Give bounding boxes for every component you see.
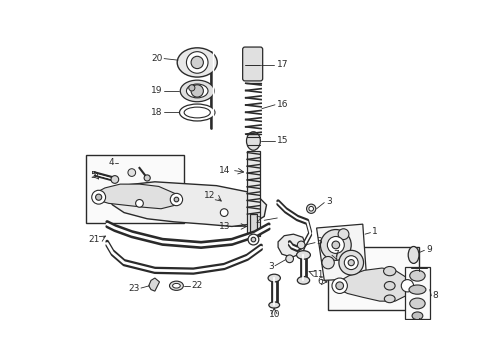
Polygon shape — [317, 224, 367, 280]
Ellipse shape — [179, 104, 215, 121]
Bar — [328, 247, 419, 310]
Text: 7: 7 — [333, 251, 339, 260]
Circle shape — [297, 241, 305, 249]
Ellipse shape — [184, 107, 210, 118]
Ellipse shape — [170, 281, 183, 291]
Bar — [405, 266, 430, 319]
Circle shape — [332, 278, 347, 293]
Ellipse shape — [408, 247, 419, 264]
Ellipse shape — [186, 84, 208, 98]
Circle shape — [339, 250, 364, 275]
Text: 18: 18 — [151, 108, 163, 117]
Circle shape — [344, 256, 358, 270]
Circle shape — [136, 199, 144, 207]
Ellipse shape — [180, 80, 214, 102]
Circle shape — [92, 190, 106, 204]
Bar — [250, 214, 257, 237]
Circle shape — [174, 197, 179, 202]
Text: 4: 4 — [109, 158, 114, 167]
Circle shape — [307, 204, 316, 213]
Text: 10: 10 — [269, 310, 280, 319]
Text: 5: 5 — [90, 171, 96, 180]
Ellipse shape — [384, 282, 395, 290]
Circle shape — [309, 206, 314, 211]
Text: 14: 14 — [219, 166, 230, 175]
Polygon shape — [278, 234, 306, 257]
Circle shape — [332, 241, 340, 249]
Ellipse shape — [297, 276, 310, 284]
Ellipse shape — [410, 270, 425, 281]
Text: 22: 22 — [192, 281, 203, 290]
Circle shape — [320, 230, 351, 260]
Text: 21: 21 — [88, 235, 99, 244]
Circle shape — [128, 169, 136, 176]
Circle shape — [327, 237, 344, 253]
Polygon shape — [95, 184, 178, 209]
FancyBboxPatch shape — [243, 47, 263, 81]
Circle shape — [348, 260, 354, 266]
Text: 15: 15 — [276, 136, 288, 145]
Bar — [247, 151, 260, 236]
Text: 11: 11 — [313, 270, 324, 279]
Circle shape — [336, 282, 343, 289]
Circle shape — [322, 256, 334, 269]
Text: 23: 23 — [128, 284, 140, 293]
Text: 1: 1 — [372, 228, 378, 237]
Circle shape — [248, 234, 259, 245]
Text: 3: 3 — [269, 262, 274, 271]
Ellipse shape — [410, 298, 425, 309]
Polygon shape — [149, 278, 159, 291]
Text: 3: 3 — [327, 197, 332, 206]
Circle shape — [144, 175, 150, 181]
Polygon shape — [336, 268, 409, 301]
Text: 19: 19 — [151, 86, 163, 95]
Circle shape — [191, 85, 203, 97]
Text: 9: 9 — [426, 245, 432, 254]
Text: 16: 16 — [276, 100, 288, 109]
Text: 3: 3 — [317, 237, 322, 246]
Text: 2: 2 — [255, 216, 261, 225]
Ellipse shape — [269, 302, 280, 308]
Circle shape — [186, 52, 208, 73]
Text: 20: 20 — [151, 54, 163, 63]
Ellipse shape — [268, 274, 280, 282]
Ellipse shape — [384, 295, 395, 303]
Circle shape — [189, 85, 195, 91]
Polygon shape — [105, 182, 267, 226]
Circle shape — [96, 194, 102, 200]
Text: 17: 17 — [276, 60, 288, 69]
Circle shape — [220, 209, 228, 216]
Circle shape — [338, 229, 349, 239]
Ellipse shape — [412, 312, 423, 320]
Bar — [86, 155, 184, 222]
Text: 6: 6 — [317, 278, 323, 287]
Text: 13: 13 — [219, 222, 230, 231]
Circle shape — [171, 193, 183, 206]
Ellipse shape — [409, 285, 426, 294]
Text: 12: 12 — [203, 191, 215, 200]
Text: 8: 8 — [432, 291, 438, 300]
Circle shape — [286, 255, 294, 263]
Circle shape — [401, 280, 414, 292]
Ellipse shape — [246, 132, 260, 150]
Ellipse shape — [172, 283, 180, 288]
Ellipse shape — [296, 251, 311, 259]
Ellipse shape — [384, 266, 396, 276]
Circle shape — [191, 56, 203, 69]
Circle shape — [111, 176, 119, 183]
Ellipse shape — [177, 48, 217, 77]
Circle shape — [251, 237, 256, 242]
